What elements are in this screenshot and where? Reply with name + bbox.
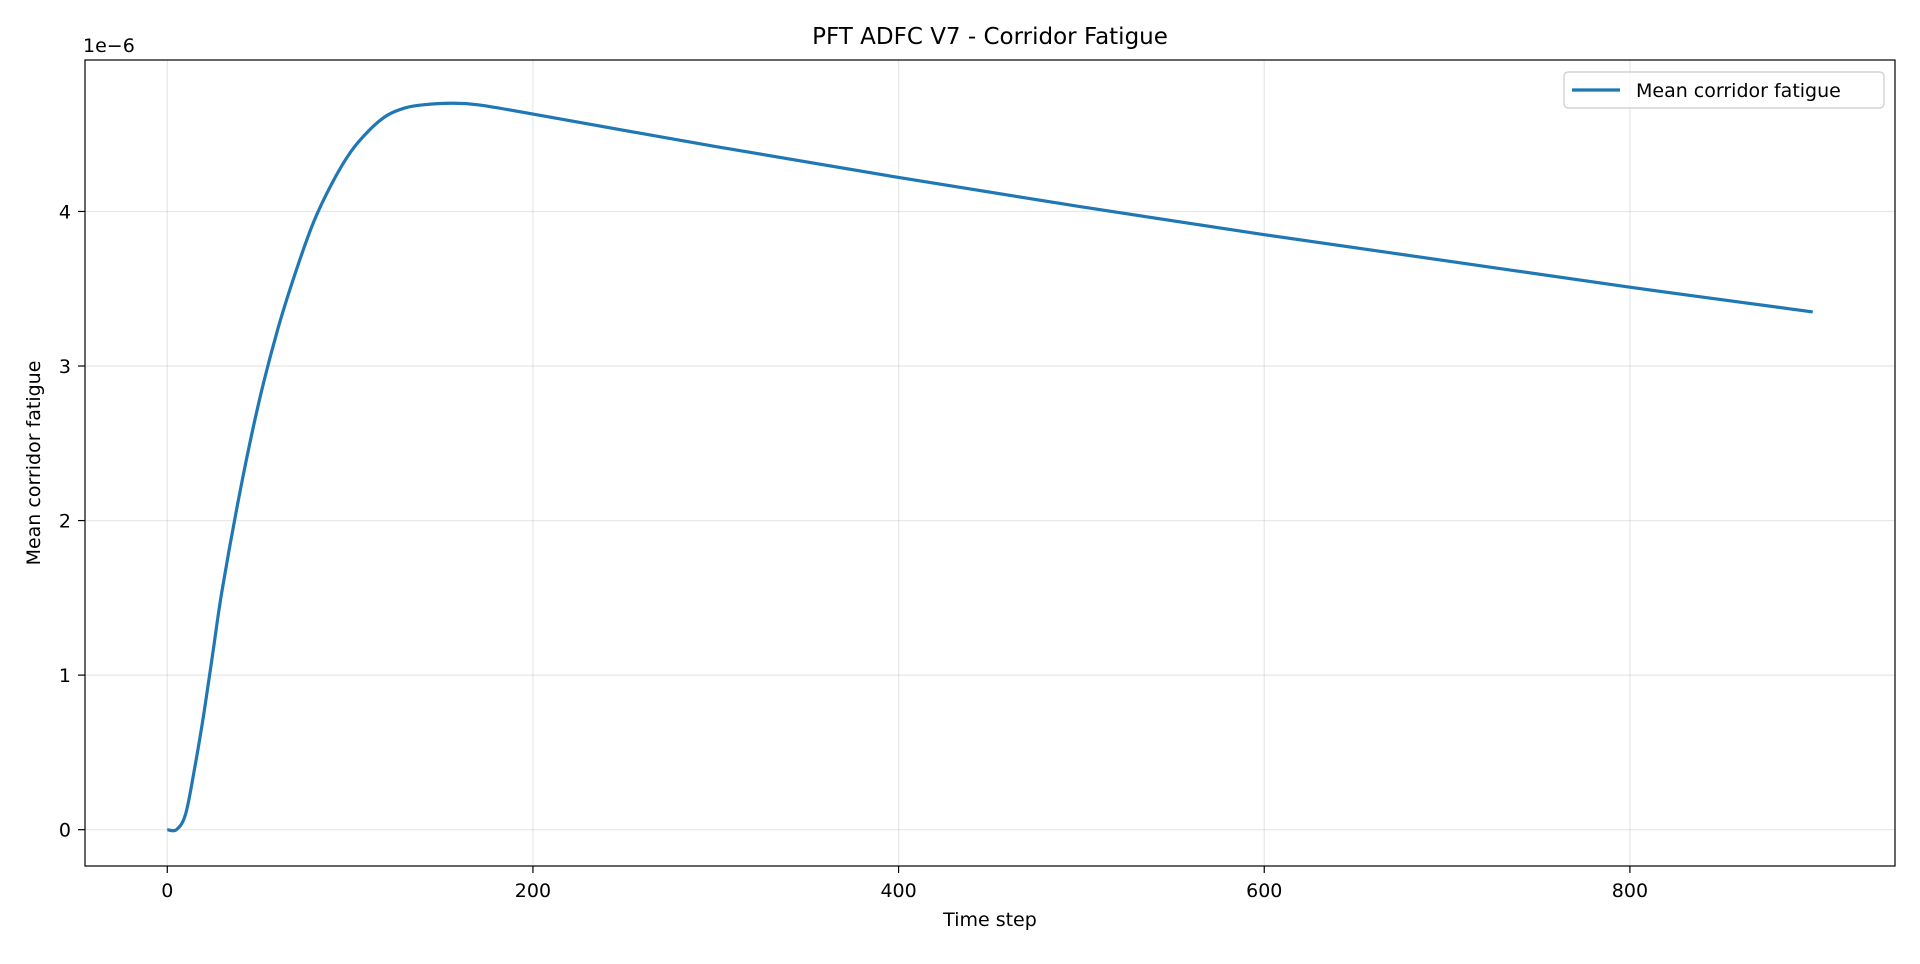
series-layer [167, 101, 1813, 833]
x-tick-label: 200 [515, 880, 551, 902]
x-tick-label: 600 [1246, 880, 1282, 902]
legend: Mean corridor fatigue [1563, 71, 1885, 109]
y-axis-offset-label: 1e−6 [83, 35, 135, 57]
legend-box [1563, 71, 1885, 109]
y-tick-label: 2 [59, 511, 71, 533]
x-tick-label: 400 [880, 880, 916, 902]
y-axis-title: Mean corridor fatigue [23, 361, 45, 566]
chart-title: PFT ADFC V7 - Corridor Fatigue [812, 24, 1168, 50]
x-axis-title: Time step [942, 909, 1037, 931]
y-tick-label: 3 [59, 356, 71, 378]
y-tick-label: 4 [59, 201, 71, 223]
y-tick-label: 0 [59, 820, 71, 842]
legend-label: Mean corridor fatigue [1636, 80, 1841, 102]
grid-lines [85, 60, 1895, 866]
series-line [167, 101, 1813, 833]
tick-layer: 0 200 400 600 800 0 1 2 3 4 [59, 201, 1648, 902]
axes-frame [84, 59, 1896, 867]
x-tick-label: 800 [1612, 880, 1648, 902]
y-tick-label: 1 [59, 665, 71, 687]
x-tick-label: 0 [161, 880, 173, 902]
